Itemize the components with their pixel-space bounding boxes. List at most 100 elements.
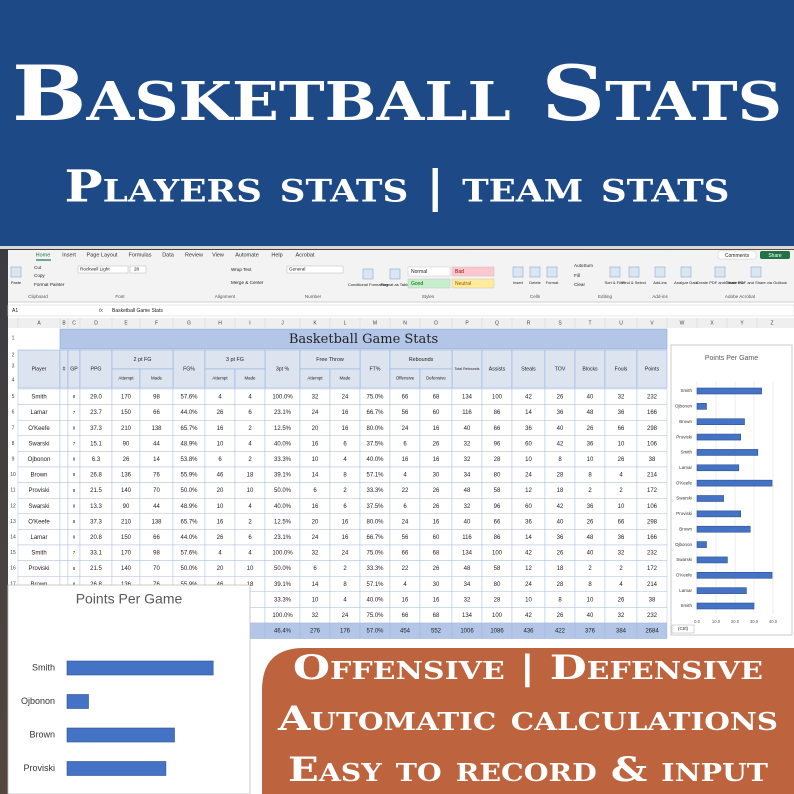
table-cell-text: 26 <box>618 597 625 603</box>
table-cell-text: 68 <box>433 395 440 401</box>
bar <box>696 571 773 579</box>
cell-style[interactable] <box>407 266 451 277</box>
ribbon-button[interactable]: Insert <box>513 280 524 285</box>
ribbon-button[interactable]: Fill <box>574 273 580 278</box>
table-cell-text: 7 <box>73 550 76 555</box>
table-cell-text: 86 <box>494 410 501 416</box>
table-cell-text: 26 <box>217 410 224 416</box>
table-cell <box>59 482 69 499</box>
share-button[interactable] <box>760 251 790 259</box>
table-cell-text: 40 <box>464 519 471 525</box>
table-cell-text: 4 <box>619 473 623 479</box>
table-cell-text: 57.1% <box>366 473 384 479</box>
table-cell-text: 2 <box>588 566 592 572</box>
ribbon-button[interactable]: Format Painter <box>34 282 65 287</box>
table-cell-text: 36 <box>557 535 564 541</box>
name-box[interactable]: A1 <box>12 308 18 314</box>
table-cell-text: Lamar <box>30 410 47 416</box>
table-cell-text: 60 <box>525 441 532 447</box>
ribbon-button[interactable]: Sort & Filter <box>604 280 626 285</box>
ribbon-tab[interactable]: Data <box>162 252 175 258</box>
table-cell-text: 66 <box>402 551 409 557</box>
cell-style[interactable] <box>407 278 451 289</box>
table-cell-text: 24 <box>312 535 319 541</box>
row-number: 3 <box>12 363 15 369</box>
ribbon-button[interactable]: Delete <box>529 280 541 285</box>
ribbon-group-label: Styles <box>422 294 435 299</box>
ribbon-button[interactable]: Wrap Text <box>231 267 252 272</box>
ribbon-tab[interactable]: Help <box>271 252 282 258</box>
table-cell-text: 44.0% <box>180 535 198 541</box>
table-cell-text: 7 <box>73 410 76 415</box>
ribbon-tab[interactable]: Formulas <box>129 252 152 258</box>
ribbon-button[interactable]: Format <box>546 280 560 285</box>
ribbon-group-label: Alignment <box>215 294 236 299</box>
ribbon-button[interactable]: Find & Select <box>622 280 647 285</box>
number-format[interactable]: General <box>289 267 305 272</box>
table-cell-text: 10 <box>247 566 254 572</box>
ribbon-button[interactable]: Cut <box>34 265 42 270</box>
share-button-label[interactable]: Share <box>768 253 782 259</box>
total-cell-text: 46.4% <box>274 629 292 635</box>
sub-header: Attempt <box>212 376 228 381</box>
ribbon-tab[interactable]: Page Layout <box>87 252 118 258</box>
comments-button[interactable] <box>717 250 757 260</box>
paste-options[interactable]: (Ctrl) <box>678 626 688 631</box>
cell-style-label[interactable]: Good <box>411 281 423 287</box>
row-number: 17 <box>10 581 16 587</box>
table-cell-text: 32 <box>618 551 625 557</box>
table-cell-text: 4 <box>218 395 222 401</box>
comments-button-label[interactable]: Comments <box>725 253 750 259</box>
ribbon-button[interactable]: Paste <box>11 280 22 285</box>
table-cell-text: 14 <box>525 410 532 416</box>
table-cell-text: Ojbonon <box>28 457 51 463</box>
footer-panel <box>262 648 794 794</box>
ribbon-button[interactable]: Add-ins <box>653 280 667 285</box>
table-cell-text: 18 <box>557 488 564 494</box>
ribbon-tab[interactable]: Insert <box>62 252 76 258</box>
table-cell-text: 150 <box>121 410 132 416</box>
number-format-box[interactable] <box>286 265 344 274</box>
ribbon-button[interactable]: Format as Table <box>381 282 410 287</box>
header-cell <box>544 349 576 389</box>
ribbon-button[interactable]: Create PDF and Share via Outlook <box>725 280 787 285</box>
sub-header: Made <box>340 376 352 381</box>
ribbon-group-label: Adobe Acrobat <box>725 294 756 299</box>
x-tick-label: 0.0 <box>694 619 700 624</box>
ribbon-tab[interactable]: Review <box>185 252 203 258</box>
ribbon-button[interactable]: Copy <box>34 273 45 278</box>
table-cell-text: 38 <box>649 457 656 463</box>
cell-style-label[interactable]: Bad <box>455 269 464 275</box>
total-cell-text: 436 <box>523 629 534 635</box>
table-cell <box>636 622 668 639</box>
table-cell-text: 10 <box>618 504 625 510</box>
ribbon-tab[interactable]: View <box>212 252 224 258</box>
paste-options-box[interactable] <box>671 624 695 634</box>
ribbon-button[interactable]: Clear <box>574 282 585 287</box>
table-cell-text: 32 <box>618 395 625 401</box>
cell-style-label[interactable]: Neutral <box>455 281 471 287</box>
ribbon-button[interactable]: Create PDF and Share link <box>696 280 744 285</box>
row-number: 2 <box>12 352 15 358</box>
column-letter: P <box>465 320 469 326</box>
ribbon-button[interactable]: AutoSum <box>574 263 593 268</box>
ribbon-button[interactable]: Merge & Center <box>231 280 264 285</box>
table-cell-text: 6.3 <box>92 457 101 463</box>
cell-style[interactable] <box>451 278 495 289</box>
cell-style[interactable] <box>451 266 495 277</box>
cell-style-label[interactable]: Normal <box>411 269 427 275</box>
ribbon-button[interactable]: Analyze Data <box>674 280 699 285</box>
table-cell-text: 23.1% <box>274 410 292 416</box>
font-size-box[interactable] <box>129 265 147 274</box>
font-box[interactable] <box>77 265 129 274</box>
bar <box>66 660 214 676</box>
table-cell <box>59 404 69 421</box>
ribbon-tab[interactable]: Acrobat <box>296 252 315 258</box>
font-name[interactable]: Rockwell Light <box>80 267 110 272</box>
table-cell-text: 21.5 <box>90 488 102 494</box>
ribbon-tab[interactable]: Home <box>36 252 51 258</box>
banner-title: Basketball Stats <box>12 49 782 138</box>
ribbon-button[interactable]: Conditional Formatting <box>348 282 388 287</box>
ribbon-tab[interactable]: Automate <box>235 252 259 258</box>
font-size[interactable]: 28 <box>134 267 140 272</box>
